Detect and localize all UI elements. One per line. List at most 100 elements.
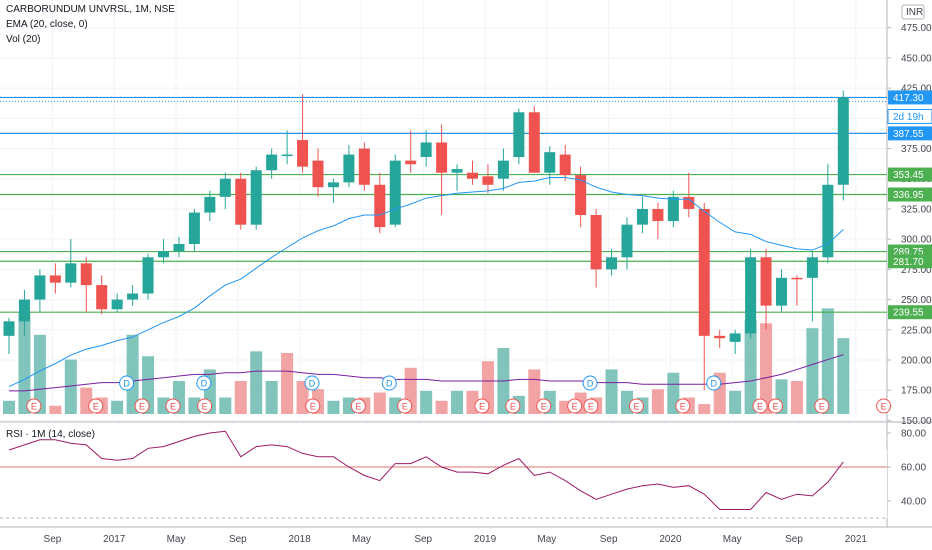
price-tick-label: 175.00 [901, 386, 932, 397]
candle-body [420, 142, 432, 157]
event-marker-label: E [31, 402, 37, 412]
ema-legend: EMA (20, close, 0) [6, 19, 88, 30]
volume-legend: Vol (20) [6, 34, 41, 45]
candle-body [312, 160, 324, 188]
volume-bar [265, 381, 278, 414]
volume-bar [837, 338, 850, 414]
candle-body [636, 208, 648, 225]
level-price-tag-label: 289.75 [893, 247, 924, 258]
candle-body [65, 263, 77, 283]
price-tick-label: 325.00 [901, 204, 932, 215]
event-marker-label: E [633, 402, 639, 412]
candle-body [127, 293, 139, 300]
volume-bar [806, 328, 819, 414]
candle-body [482, 176, 494, 185]
earnings-marker [567, 398, 583, 414]
candle-body [96, 285, 108, 310]
rsi-band [0, 450, 887, 518]
event-marker-label: E [819, 402, 825, 412]
rsi-tick-label: 60.00 [901, 463, 926, 474]
event-marker-label: D [710, 379, 717, 389]
candle-body [250, 170, 262, 225]
price-tick-label: 450.00 [901, 53, 932, 64]
candle-body [436, 142, 448, 173]
earnings-marker [134, 398, 150, 414]
dividend-marker [381, 375, 397, 391]
volume-bar [157, 397, 170, 414]
volume-bar [760, 323, 773, 414]
volume-bar [342, 397, 355, 414]
candle-body [158, 251, 169, 258]
volume-bar [790, 381, 803, 414]
candle-body [698, 208, 710, 336]
event-marker-label: E [355, 402, 361, 412]
time-tick-label: 2021 [845, 534, 868, 545]
candle-body [142, 257, 154, 294]
volume-bar [821, 308, 834, 414]
dividend-marker [304, 375, 320, 391]
dividend-marker [582, 375, 598, 391]
candle-body [714, 335, 726, 339]
volume-bar [729, 390, 742, 414]
candle-body [34, 275, 46, 300]
candle-body [652, 208, 664, 222]
earnings-marker [305, 398, 321, 414]
earnings-marker [876, 398, 892, 414]
earnings-marker [505, 398, 521, 414]
volume-bar [250, 351, 263, 414]
volume-bar [420, 390, 433, 414]
earnings-marker [88, 398, 104, 414]
earnings-marker [350, 398, 366, 414]
countdown-tag [887, 108, 932, 124]
candle-body [389, 160, 401, 225]
price-tick-label: 225.00 [901, 325, 932, 336]
time-tick-label: 2020 [659, 534, 682, 545]
event-marker-label: D [587, 379, 594, 389]
candle-body [343, 154, 355, 183]
event-marker-label: E [202, 402, 208, 412]
time-tick-label: 2017 [103, 534, 126, 545]
level-price-tag [888, 187, 932, 202]
candle-body [528, 112, 540, 173]
volume-bar [698, 404, 711, 414]
candle-body [559, 154, 571, 176]
event-marker-label: E [170, 402, 176, 412]
candle-body [467, 172, 478, 179]
level-price-tag-label: 417.30 [893, 93, 924, 104]
candle-body [667, 196, 679, 222]
event-marker-label: E [310, 402, 316, 412]
price-tick-label: 200.00 [901, 356, 932, 367]
price-tick-label: 475.00 [901, 23, 932, 34]
event-marker-label: E [541, 402, 547, 412]
candle-body [837, 97, 849, 185]
countdown-label: 2d 19h [893, 112, 924, 123]
event-marker-label: E [402, 402, 408, 412]
candle-body [791, 277, 803, 280]
event-marker-label: E [772, 402, 778, 412]
candle-body [3, 321, 15, 336]
rsi-legend: RSI · 1M (14, close) [6, 429, 95, 440]
event-marker-label: E [572, 402, 578, 412]
earnings-marker [814, 398, 830, 414]
earnings-marker [583, 398, 599, 414]
volume-bar [33, 334, 46, 414]
volume-bar [188, 397, 201, 414]
event-marker-label: E [588, 402, 594, 412]
candle-body [544, 152, 556, 173]
event-marker-label: E [93, 402, 99, 412]
price-tick-label: 425.00 [901, 84, 932, 95]
time-tick-label: 2018 [289, 534, 312, 545]
event-marker-label: E [139, 402, 145, 412]
candle-body [513, 112, 525, 157]
currency-box [901, 4, 925, 20]
level-price-tag [888, 126, 932, 141]
volume-bar [219, 397, 232, 414]
volume-bar [126, 334, 139, 414]
earnings-marker [397, 398, 413, 414]
time-tick-label: May [537, 534, 556, 545]
earnings-marker [474, 398, 490, 414]
level-price-tag [888, 305, 932, 320]
rsi-tick-label: 80.00 [901, 429, 926, 440]
candle-body [111, 299, 123, 310]
